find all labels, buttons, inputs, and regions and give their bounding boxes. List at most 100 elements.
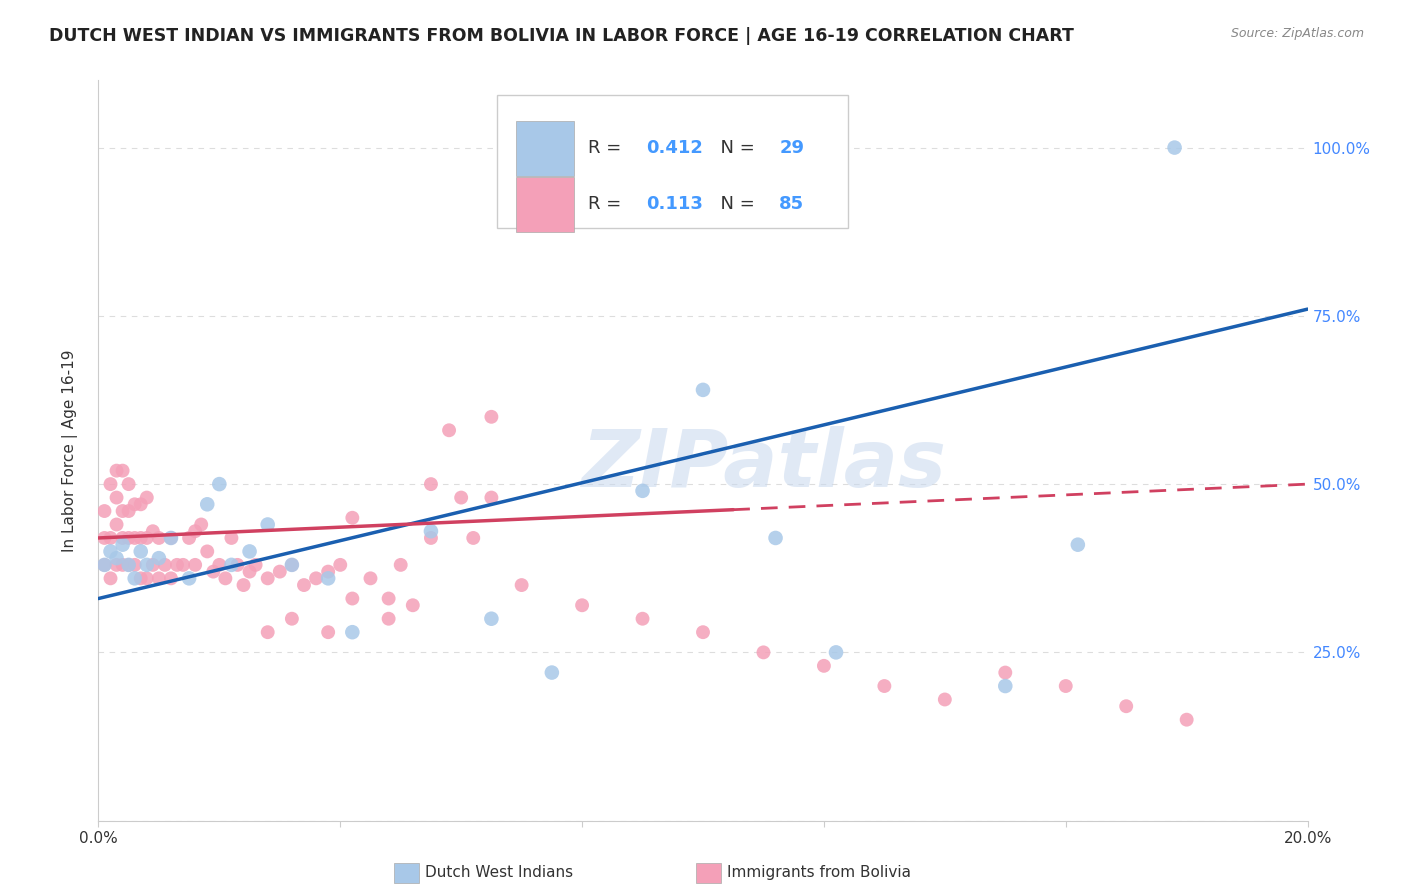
Point bbox=[195, 544, 218, 558]
Point bbox=[420, 524, 443, 539]
Point bbox=[118, 531, 141, 545]
Text: Source: ZipAtlas.com: Source: ZipAtlas.com bbox=[1230, 27, 1364, 40]
Point bbox=[105, 464, 128, 478]
Point bbox=[873, 679, 896, 693]
Point bbox=[202, 565, 225, 579]
Point bbox=[129, 497, 152, 511]
Point bbox=[214, 571, 236, 585]
Point bbox=[153, 558, 176, 572]
Point bbox=[135, 491, 157, 505]
Point bbox=[208, 558, 231, 572]
Point bbox=[111, 538, 134, 552]
Point bbox=[184, 524, 207, 539]
Point bbox=[160, 571, 183, 585]
Point bbox=[184, 558, 207, 572]
Text: N =: N = bbox=[709, 139, 761, 157]
Point bbox=[239, 544, 262, 558]
Point bbox=[105, 558, 128, 572]
Point bbox=[118, 558, 141, 572]
Point bbox=[631, 483, 654, 498]
Point bbox=[571, 599, 593, 613]
Point bbox=[245, 558, 267, 572]
Point bbox=[111, 504, 134, 518]
Point bbox=[105, 551, 128, 566]
Point bbox=[135, 531, 157, 545]
Point bbox=[420, 477, 443, 491]
Point bbox=[1067, 538, 1090, 552]
Point bbox=[135, 571, 157, 585]
Text: Immigrants from Bolivia: Immigrants from Bolivia bbox=[727, 865, 911, 880]
Point bbox=[420, 531, 443, 545]
Point bbox=[1115, 699, 1137, 714]
Point bbox=[481, 409, 503, 424]
Point bbox=[360, 571, 382, 585]
Point bbox=[256, 625, 278, 640]
Point bbox=[148, 571, 170, 585]
Text: R =: R = bbox=[588, 139, 627, 157]
Point bbox=[100, 531, 122, 545]
Point bbox=[118, 477, 141, 491]
Y-axis label: In Labor Force | Age 16-19: In Labor Force | Age 16-19 bbox=[62, 349, 77, 552]
Point bbox=[179, 531, 201, 545]
Point bbox=[93, 531, 115, 545]
Point bbox=[377, 591, 399, 606]
Point bbox=[463, 531, 485, 545]
Text: R =: R = bbox=[588, 195, 627, 213]
Point bbox=[232, 578, 254, 592]
Point bbox=[765, 531, 787, 545]
Point bbox=[172, 558, 194, 572]
Point bbox=[510, 578, 533, 592]
Point bbox=[129, 544, 152, 558]
Point bbox=[160, 531, 183, 545]
Point bbox=[1163, 140, 1185, 154]
Point bbox=[190, 517, 212, 532]
Point bbox=[316, 565, 339, 579]
Point bbox=[305, 571, 328, 585]
Point bbox=[316, 571, 339, 585]
Point bbox=[111, 464, 134, 478]
Point bbox=[342, 510, 364, 524]
Point bbox=[195, 497, 218, 511]
Point bbox=[752, 645, 775, 659]
Point bbox=[692, 383, 714, 397]
Point bbox=[377, 612, 399, 626]
Point bbox=[208, 477, 231, 491]
Point bbox=[124, 571, 146, 585]
Text: N =: N = bbox=[709, 195, 761, 213]
Point bbox=[124, 531, 146, 545]
Point bbox=[813, 658, 835, 673]
Point bbox=[1054, 679, 1077, 693]
Text: Dutch West Indians: Dutch West Indians bbox=[425, 865, 572, 880]
Text: 85: 85 bbox=[779, 195, 804, 213]
Point bbox=[281, 558, 304, 572]
Point bbox=[100, 571, 122, 585]
Point bbox=[93, 504, 115, 518]
Point bbox=[148, 531, 170, 545]
Text: 0.412: 0.412 bbox=[647, 139, 703, 157]
Point bbox=[142, 558, 165, 572]
Point bbox=[269, 565, 291, 579]
Point bbox=[281, 612, 304, 626]
Point bbox=[402, 599, 425, 613]
Point bbox=[540, 665, 562, 680]
Point bbox=[135, 558, 157, 572]
Point bbox=[934, 692, 956, 706]
Point bbox=[256, 571, 278, 585]
Point bbox=[256, 517, 278, 532]
Point bbox=[994, 679, 1017, 693]
Point bbox=[118, 504, 141, 518]
Point bbox=[148, 551, 170, 566]
Point bbox=[692, 625, 714, 640]
Point bbox=[631, 612, 654, 626]
Point bbox=[994, 665, 1017, 680]
Point bbox=[100, 544, 122, 558]
Point bbox=[105, 491, 128, 505]
Point bbox=[111, 558, 134, 572]
Point bbox=[221, 558, 243, 572]
Point bbox=[342, 625, 364, 640]
Point bbox=[129, 571, 152, 585]
FancyBboxPatch shape bbox=[516, 120, 574, 176]
Point bbox=[100, 477, 122, 491]
Point bbox=[93, 558, 115, 572]
Point bbox=[166, 558, 188, 572]
